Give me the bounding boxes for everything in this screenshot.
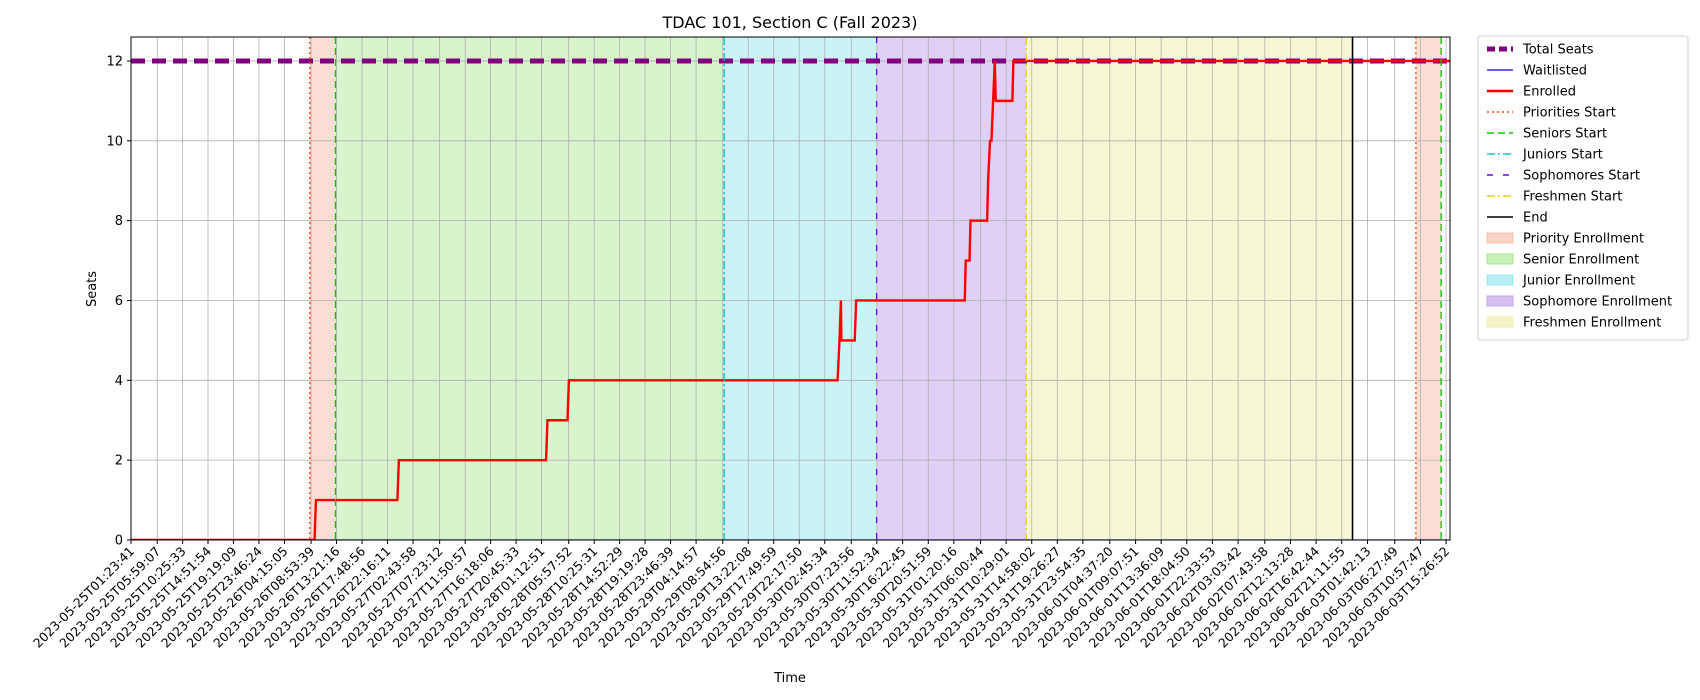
- span-junior-enrollment: [724, 37, 877, 540]
- legend-label: Sophomores Start: [1523, 169, 1640, 184]
- plot-frame: [130, 36, 1451, 541]
- legend-label: Sophomore Enrollment: [1523, 295, 1672, 310]
- y-tick-label: 10: [106, 134, 123, 149]
- span-senior-enrollment: [335, 37, 725, 540]
- legend-swatch: [1486, 316, 1514, 328]
- legend-label: Freshmen Enrollment: [1523, 316, 1661, 331]
- legend-swatch: [1486, 253, 1514, 265]
- legend: Total Seats Waitlisted Enrolled Priorities …: [1477, 35, 1689, 341]
- legend-swatch: [1486, 295, 1514, 307]
- chart-title: TDAC 101, Section C (Fall 2023): [662, 13, 918, 32]
- phase-start-lines: [309, 37, 1442, 540]
- legend-label: End: [1523, 211, 1548, 226]
- y-tick-label: 6: [115, 294, 123, 309]
- x-axis-label: Time: [773, 671, 806, 686]
- y-tick-label: 2: [115, 454, 123, 469]
- y-tick-label: 8: [115, 214, 123, 229]
- y-tick-label: 4: [115, 374, 123, 389]
- x-gridlines: [130, 37, 1447, 540]
- span-freshmen-enrollment: [1026, 37, 1353, 540]
- legend-label: Seniors Start: [1523, 127, 1607, 142]
- span-sophomore-enrollment: [876, 37, 1027, 540]
- y-tick-label: 0: [115, 534, 123, 549]
- x-axis-ticks: 2023-05-25T01:23:412023-05-25T05:59:0720…: [30, 540, 1452, 651]
- span-priority-enrollment: [309, 37, 336, 540]
- y-axis-label: Seats: [85, 271, 100, 307]
- legend-label: Juniors Start: [1522, 148, 1603, 163]
- chart-series: [131, 58, 1450, 540]
- series-enrolled: [131, 59, 1450, 540]
- legend-label: Waitlisted: [1523, 64, 1587, 79]
- legend-swatch: [1486, 274, 1514, 286]
- legend-box: [1477, 35, 1689, 341]
- y-axis-ticks: 0 2 4 6 8 10 12: [106, 54, 131, 549]
- legend-label: Senior Enrollment: [1523, 253, 1639, 268]
- y-tick-label: 12: [106, 54, 123, 69]
- span-priority-enrollment: [1415, 37, 1442, 540]
- legend-label: Freshmen Start: [1523, 190, 1622, 205]
- legend-swatch: [1486, 232, 1514, 244]
- legend-label: Enrolled: [1523, 85, 1576, 100]
- legend-label: Total Seats: [1522, 43, 1594, 58]
- enrollment-spans: [309, 37, 1442, 540]
- legend-label: Priorities Start: [1523, 106, 1616, 121]
- legend-label: Priority Enrollment: [1523, 232, 1644, 247]
- legend-label: Junior Enrollment: [1522, 274, 1635, 289]
